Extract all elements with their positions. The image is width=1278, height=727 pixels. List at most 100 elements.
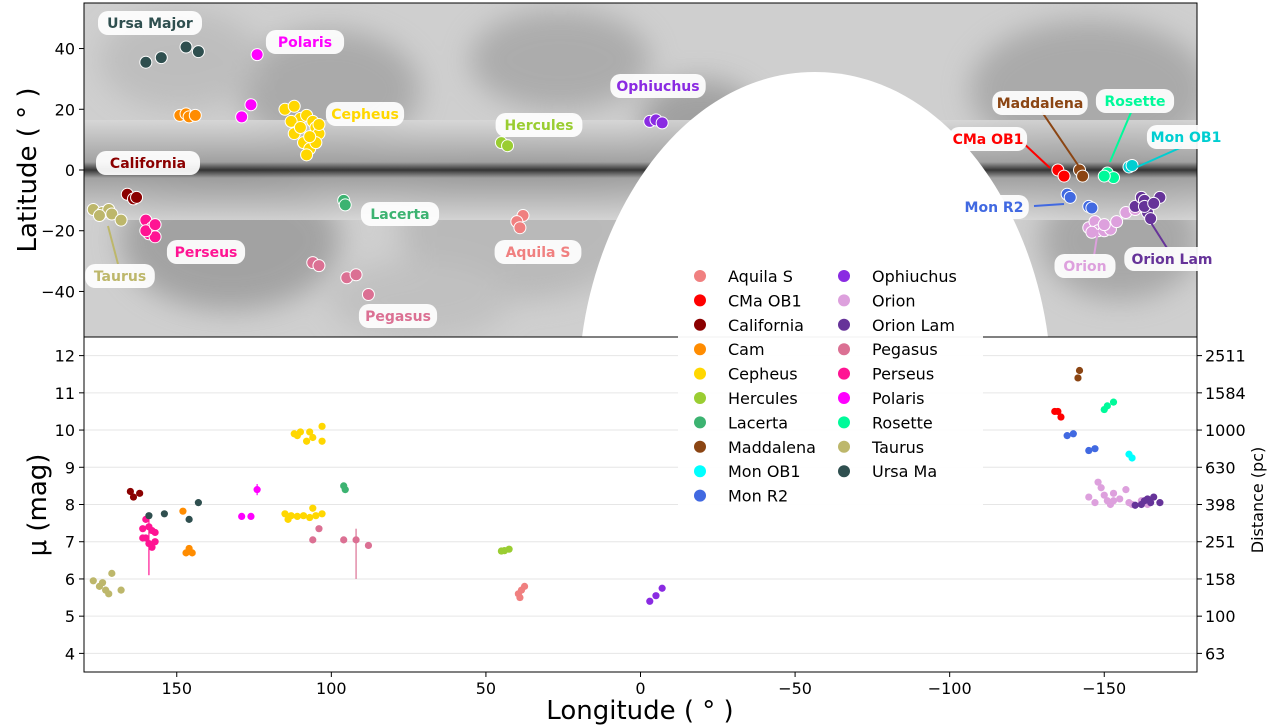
cloud-label: Polaris bbox=[278, 35, 332, 51]
distance-point bbox=[194, 499, 202, 507]
label-box bbox=[494, 240, 582, 264]
tick-label: 7 bbox=[65, 533, 75, 552]
legend-label: Ophiuchus bbox=[872, 267, 957, 286]
tick-label: 8 bbox=[65, 496, 75, 515]
distance-point bbox=[145, 523, 153, 531]
distance-point bbox=[505, 545, 513, 553]
tick-label: 630 bbox=[1205, 458, 1236, 477]
cloud-point bbox=[1076, 169, 1090, 183]
distance-point bbox=[1150, 493, 1158, 501]
distance-point bbox=[309, 433, 317, 442]
legend-label: Aquila S bbox=[728, 267, 793, 286]
distance-point bbox=[108, 569, 116, 577]
cloud-label: Mon OB1 bbox=[1151, 130, 1222, 146]
distance-point bbox=[1085, 446, 1093, 455]
cloud-point bbox=[139, 224, 153, 238]
label-box bbox=[85, 264, 155, 288]
distance-point bbox=[517, 586, 526, 594]
legend-marker bbox=[694, 318, 706, 331]
label-box bbox=[992, 91, 1088, 115]
cloud-labels: Ursa Major Polaris Cepheus California Lacert… bbox=[85, 11, 1226, 328]
legend-label: Maddalena bbox=[728, 438, 816, 457]
mu-ticks: 4 5 6 7 8 9 10 11 12 bbox=[55, 347, 84, 663]
cloud-label: Taurus bbox=[94, 269, 146, 285]
legend-marker bbox=[838, 465, 850, 478]
tick-label: −20 bbox=[41, 222, 75, 241]
legend: Aquila S CMa OB1 California Cam Cepheus Hercu… bbox=[678, 258, 983, 510]
tick-label: 2511 bbox=[1205, 347, 1246, 366]
distance-point bbox=[1156, 499, 1164, 507]
label-leader bbox=[1147, 217, 1168, 249]
distance-point bbox=[306, 513, 314, 522]
legend-label: Cam bbox=[728, 340, 765, 359]
distance-point bbox=[1147, 499, 1155, 507]
cloud-point bbox=[513, 221, 527, 235]
distance-point bbox=[129, 493, 138, 501]
cloud-point bbox=[244, 98, 258, 112]
tick-label: 158 bbox=[1205, 570, 1236, 589]
legend-marker bbox=[694, 465, 706, 478]
distance-point bbox=[1063, 432, 1071, 440]
tick-label: −100 bbox=[928, 679, 972, 698]
legend-label: Ursa Ma bbox=[872, 462, 937, 481]
legend-marker bbox=[838, 392, 850, 404]
label-box bbox=[610, 74, 706, 98]
distance-point bbox=[312, 512, 320, 520]
cloud-point bbox=[1147, 196, 1161, 210]
distance-point bbox=[1094, 478, 1102, 486]
distance-point bbox=[253, 486, 261, 494]
cloud-point bbox=[105, 207, 119, 221]
cloud-point bbox=[284, 114, 298, 128]
cloud-point bbox=[349, 268, 363, 282]
cloud-label: Lacerta bbox=[370, 207, 429, 223]
distance-point bbox=[284, 515, 292, 523]
distance-point bbox=[238, 512, 246, 521]
legend-label: Orion Lam bbox=[872, 316, 955, 335]
cloud-label: Orion Lam bbox=[1131, 252, 1212, 268]
sky-map-panel: −40 −20 0 20 40 Latitude ( ° ) Ursa Major Pol… bbox=[13, 2, 1226, 338]
distance-point bbox=[652, 592, 660, 600]
label-box bbox=[96, 151, 200, 175]
distance-axis-label: Distance (pc) bbox=[1248, 447, 1267, 553]
cloud-point bbox=[312, 117, 326, 131]
distance-point bbox=[1091, 499, 1099, 507]
cloud-point bbox=[293, 120, 307, 134]
distance-point bbox=[306, 428, 314, 436]
label-leader bbox=[1041, 111, 1081, 169]
distance-point bbox=[182, 549, 190, 557]
legend-label: Polaris bbox=[872, 389, 924, 408]
legend-marker bbox=[694, 270, 706, 282]
legend-label: Lacerta bbox=[728, 413, 788, 432]
distance-point bbox=[179, 507, 187, 515]
cloud-point bbox=[179, 40, 193, 54]
tick-label: 150 bbox=[161, 679, 192, 698]
tick-label: 100 bbox=[316, 679, 347, 698]
cloud-point bbox=[1097, 169, 1111, 183]
tick-label: 1000 bbox=[1205, 421, 1246, 440]
cloud-label: Rosette bbox=[1104, 94, 1165, 110]
distance-point bbox=[151, 528, 159, 537]
legend-marker bbox=[694, 440, 706, 453]
distance-point bbox=[1085, 493, 1093, 501]
distance-point bbox=[139, 534, 147, 542]
distance-point bbox=[151, 538, 159, 546]
cloud-label: Pegasus bbox=[365, 309, 431, 325]
tick-label: 12 bbox=[55, 347, 75, 366]
distance-point bbox=[247, 512, 255, 521]
cloud-point bbox=[338, 198, 352, 212]
distance-point bbox=[318, 422, 326, 430]
distance-point bbox=[1116, 495, 1124, 503]
distance-point bbox=[1069, 430, 1077, 438]
label-box bbox=[166, 240, 246, 264]
distance-point bbox=[126, 487, 134, 496]
distance-point bbox=[136, 489, 144, 497]
horizontal-gridlines bbox=[84, 355, 1197, 654]
cloud-point bbox=[154, 51, 168, 65]
cloud-point bbox=[312, 259, 326, 273]
tick-label: 5 bbox=[65, 607, 75, 626]
cloud-point bbox=[1085, 201, 1099, 215]
tick-label: 50 bbox=[476, 679, 496, 698]
label-box bbox=[265, 30, 345, 54]
latitude-axis-label: Latitude ( ° ) bbox=[13, 87, 43, 252]
legend-marker bbox=[694, 489, 706, 502]
